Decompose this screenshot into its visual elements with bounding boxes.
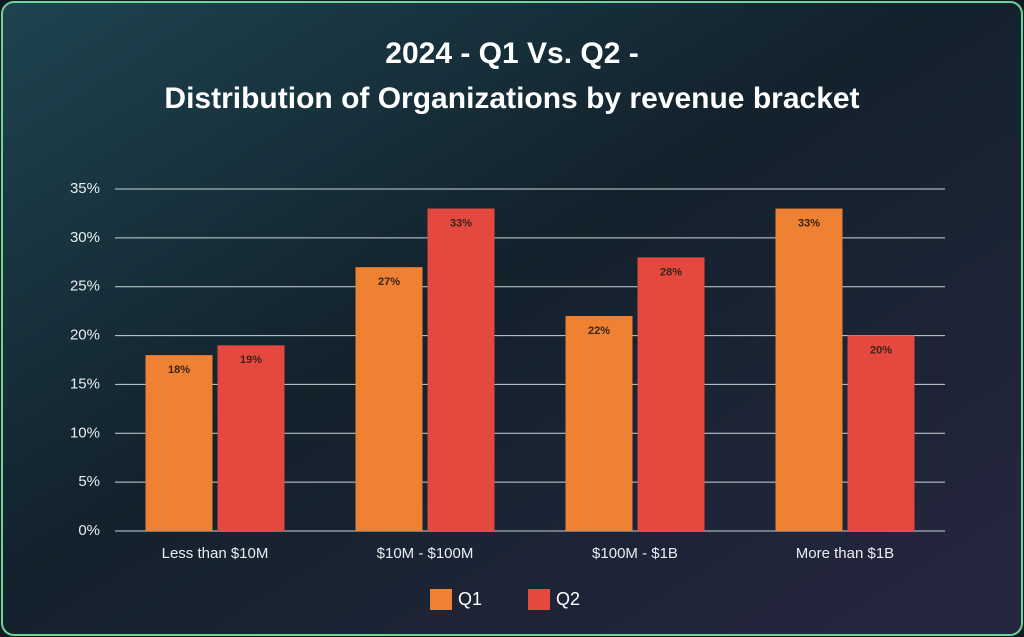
bar — [355, 267, 423, 531]
value-label: 22% — [588, 325, 610, 337]
y-tick-label: 0% — [78, 522, 100, 539]
bar — [217, 345, 285, 531]
legend-swatch — [430, 589, 452, 610]
legend-label: Q2 — [556, 589, 580, 609]
value-label: 18% — [168, 364, 190, 376]
x-tick-label: More than $1B — [796, 545, 894, 562]
legend-swatch — [528, 589, 550, 610]
bar — [145, 355, 213, 531]
value-label: 33% — [798, 217, 820, 229]
value-label: 27% — [378, 276, 400, 288]
value-label: 19% — [240, 354, 262, 366]
bar — [775, 208, 843, 532]
y-tick-label: 20% — [70, 327, 100, 344]
bar — [427, 208, 495, 532]
chart-title: 2024 - Q1 Vs. Q2 - — [385, 37, 638, 70]
legend-label: Q1 — [458, 589, 482, 609]
y-tick-label: 15% — [70, 375, 100, 392]
y-tick-label: 10% — [70, 424, 100, 441]
y-tick-label: 35% — [70, 180, 100, 197]
y-tick-label: 5% — [78, 473, 100, 490]
bar — [637, 257, 705, 531]
x-tick-label: Less than $10M — [162, 545, 269, 562]
x-tick-label: $100M - $1B — [592, 545, 678, 562]
y-tick-label: 25% — [70, 278, 100, 295]
x-tick-label: $10M - $100M — [377, 545, 474, 562]
bar — [847, 335, 915, 531]
chart-subtitle: Distribution of Organizations by revenue… — [164, 82, 859, 115]
value-label: 28% — [660, 266, 682, 278]
y-tick-label: 30% — [70, 229, 100, 246]
bar — [565, 316, 633, 531]
value-label: 20% — [870, 344, 892, 356]
value-label: 33% — [450, 217, 472, 229]
